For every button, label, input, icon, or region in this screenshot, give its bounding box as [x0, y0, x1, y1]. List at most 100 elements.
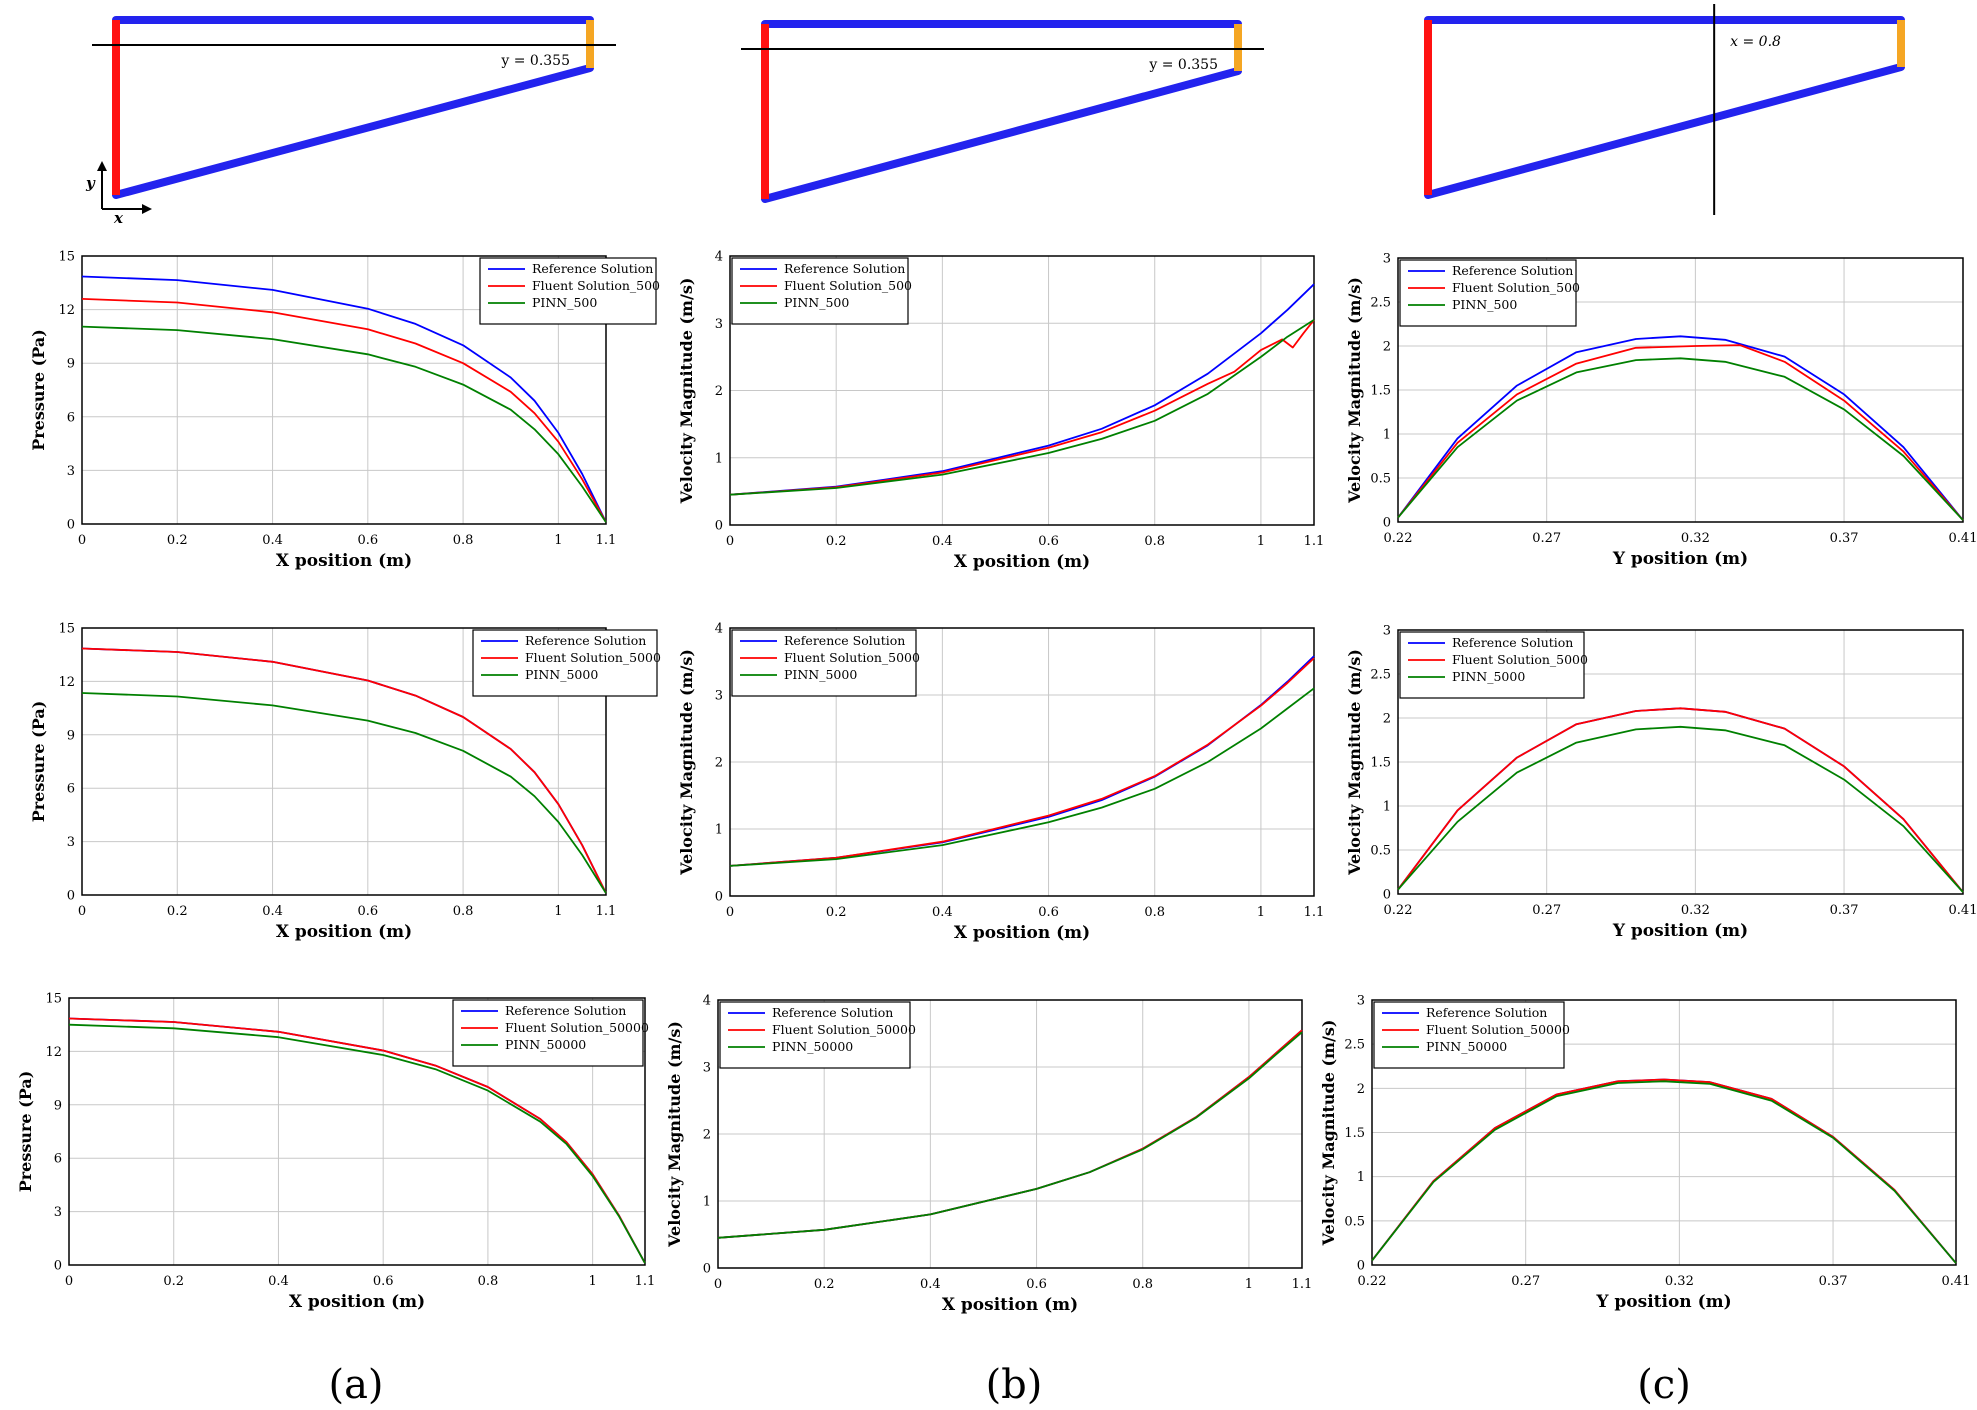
legend-entry: Fluent Solution_50000	[772, 1022, 916, 1037]
y-tick-label: 6	[54, 1152, 62, 1167]
x-axis-label: Y position (m)	[1612, 921, 1748, 941]
series-line-3	[81, 325, 607, 523]
legend-entry: Fluent Solution_50000	[505, 1020, 649, 1035]
x-tick-label: 0.41	[1949, 903, 1977, 918]
x-tick-label: 1	[1257, 534, 1265, 549]
x-tick-label: 0.32	[1665, 1274, 1694, 1289]
y-tick-label: 0.5	[1370, 844, 1391, 859]
y-tick-label: 1	[1383, 800, 1391, 815]
series-line-2	[1397, 707, 1964, 893]
y-tick-label: 6	[67, 410, 75, 425]
legend-entry: PINN_5000	[784, 667, 857, 682]
legend-entry: Reference Solution	[525, 633, 646, 648]
x-axis-label: X position (m)	[276, 551, 412, 571]
x-tick-label: 0.4	[932, 905, 953, 920]
y-tick-label: 3	[715, 317, 723, 332]
plot-frame	[729, 255, 1315, 526]
x-tick-label: 0.27	[1511, 1274, 1540, 1289]
chart-panel-3: 0.22 0.27 0.32 0.37 0.41 0 0.5 1 1.5 2 2.5 3 Y posit…	[1345, 252, 1977, 570]
y-tick-label: 2	[1383, 712, 1391, 727]
x-axis-label: X position (m)	[954, 552, 1090, 572]
bottom-wall	[112, 64, 594, 199]
x-tick-label: 0.8	[1144, 905, 1165, 920]
y-tick-label: 0	[67, 518, 75, 533]
y-tick-label: 3	[1383, 252, 1391, 267]
series-line-3	[729, 319, 1315, 496]
y-tick-label: 1	[715, 823, 723, 838]
series-line-3	[81, 692, 607, 894]
x-tick-label: 0.6	[357, 904, 378, 919]
legend-entry: Fluent Solution_5000	[525, 650, 661, 665]
column-label-1: (a)	[328, 1362, 383, 1408]
x-tick-label: 0.6	[1038, 905, 1059, 920]
y-tick-label: 0	[67, 889, 75, 904]
chart-panel-9: 0.22 0.27 0.32 0.37 0.41 0 0.5 1 1.5 2 2.5 3 Y posit…	[1319, 994, 1970, 1313]
y-tick-label: 2.5	[1370, 668, 1391, 683]
legend-entry: PINN_50000	[772, 1039, 853, 1054]
y-tick-label: 4	[715, 250, 723, 265]
series-line-1	[1397, 335, 1964, 521]
y-tick-label: 15	[58, 250, 75, 265]
series-line-3	[717, 1031, 1303, 1239]
legend-entry: Fluent Solution_500	[784, 278, 912, 293]
chart-panel-6: 0.22 0.27 0.32 0.37 0.41 0 0.5 1 1.5 2 2.5 3 Y posit…	[1345, 624, 1977, 942]
x-axis-label: X position (m)	[276, 922, 412, 942]
y-axis-label: Velocity Magnitude (m/s)	[665, 1021, 684, 1248]
y-tick-label: 2	[1383, 340, 1391, 355]
series-line-3	[68, 1023, 646, 1264]
legend-entry: PINN_500	[1452, 297, 1517, 312]
sample-line-label: x = 0.8	[1730, 34, 1781, 50]
series-line-2	[729, 657, 1315, 867]
y-axis-symbol: y	[85, 174, 96, 192]
series-line-1	[81, 275, 607, 523]
geometry-sketch-1: y = 0.355 yx	[85, 16, 616, 227]
legend-entry: Reference Solution	[772, 1005, 893, 1020]
chart-panel-7: 0 0.2 0.4 0.6 0.8 1 1.1 0 3 6 9 12 15 X position (m) P…	[16, 992, 655, 1313]
legend-entry: Fluent Solution_500	[532, 278, 660, 293]
x-axis-symbol: x	[113, 209, 124, 227]
y-tick-label: 0	[715, 890, 723, 905]
x-tick-label: 0.2	[826, 534, 847, 549]
x-tick-label: 0.4	[262, 904, 283, 919]
y-axis-label: Velocity Magnitude (m/s)	[677, 649, 696, 876]
chart-panel-1: 0 0.2 0.4 0.6 0.8 1 1.1 0 3 6 9 12 15 X position (m) P…	[29, 250, 660, 572]
x-tick-label: 0.2	[826, 905, 847, 920]
geometry-sketch-2: y = 0.355	[741, 20, 1264, 203]
y-axis-label: Pressure (Pa)	[29, 701, 48, 823]
x-axis-label: Y position (m)	[1595, 1292, 1731, 1312]
x-tick-label: 1.1	[1292, 1277, 1313, 1292]
legend-entry: Reference Solution	[532, 261, 653, 276]
series-line-2	[1397, 344, 1964, 521]
plot-frame	[729, 627, 1315, 897]
legend-entry: Reference Solution	[1426, 1005, 1547, 1020]
x-tick-label: 1.1	[1304, 905, 1325, 920]
x-tick-label: 1.1	[596, 533, 617, 548]
y-tick-label: 9	[54, 1098, 62, 1113]
y-tick-label: 3	[1383, 624, 1391, 639]
x-tick-label: 0.4	[932, 534, 953, 549]
chart-panel-2: 0 0.2 0.4 0.6 0.8 1 1.1 0 1 2 3 4 X position (m) Velo…	[677, 250, 1324, 573]
x-tick-label: 0.8	[478, 1274, 499, 1289]
plot-frame	[81, 255, 607, 525]
y-tick-label: 2	[715, 384, 723, 399]
legend-entry: PINN_500	[532, 295, 597, 310]
bottom-wall	[1424, 63, 1905, 199]
y-tick-label: 4	[703, 994, 711, 1009]
x-tick-label: 0.8	[1132, 1277, 1153, 1292]
legend-entry: Fluent Solution_5000	[1452, 652, 1588, 667]
x-tick-label: 0.4	[262, 533, 283, 548]
y-tick-label: 3	[67, 464, 75, 479]
y-tick-label: 0	[703, 1262, 711, 1277]
x-tick-label: 0.2	[814, 1277, 835, 1292]
x-tick-label: 0.4	[268, 1274, 289, 1289]
y-tick-label: 0.5	[1344, 1214, 1365, 1229]
x-tick-label: 0.6	[1026, 1277, 1047, 1292]
x-tick-label: 0.2	[163, 1274, 184, 1289]
legend-entry: Reference Solution	[784, 261, 905, 276]
x-axis-arrowhead	[142, 204, 152, 214]
series-line-3	[729, 687, 1315, 867]
x-axis-label: Y position (m)	[1612, 549, 1748, 569]
y-tick-label: 3	[67, 835, 75, 850]
plot-frame	[1371, 999, 1957, 1266]
